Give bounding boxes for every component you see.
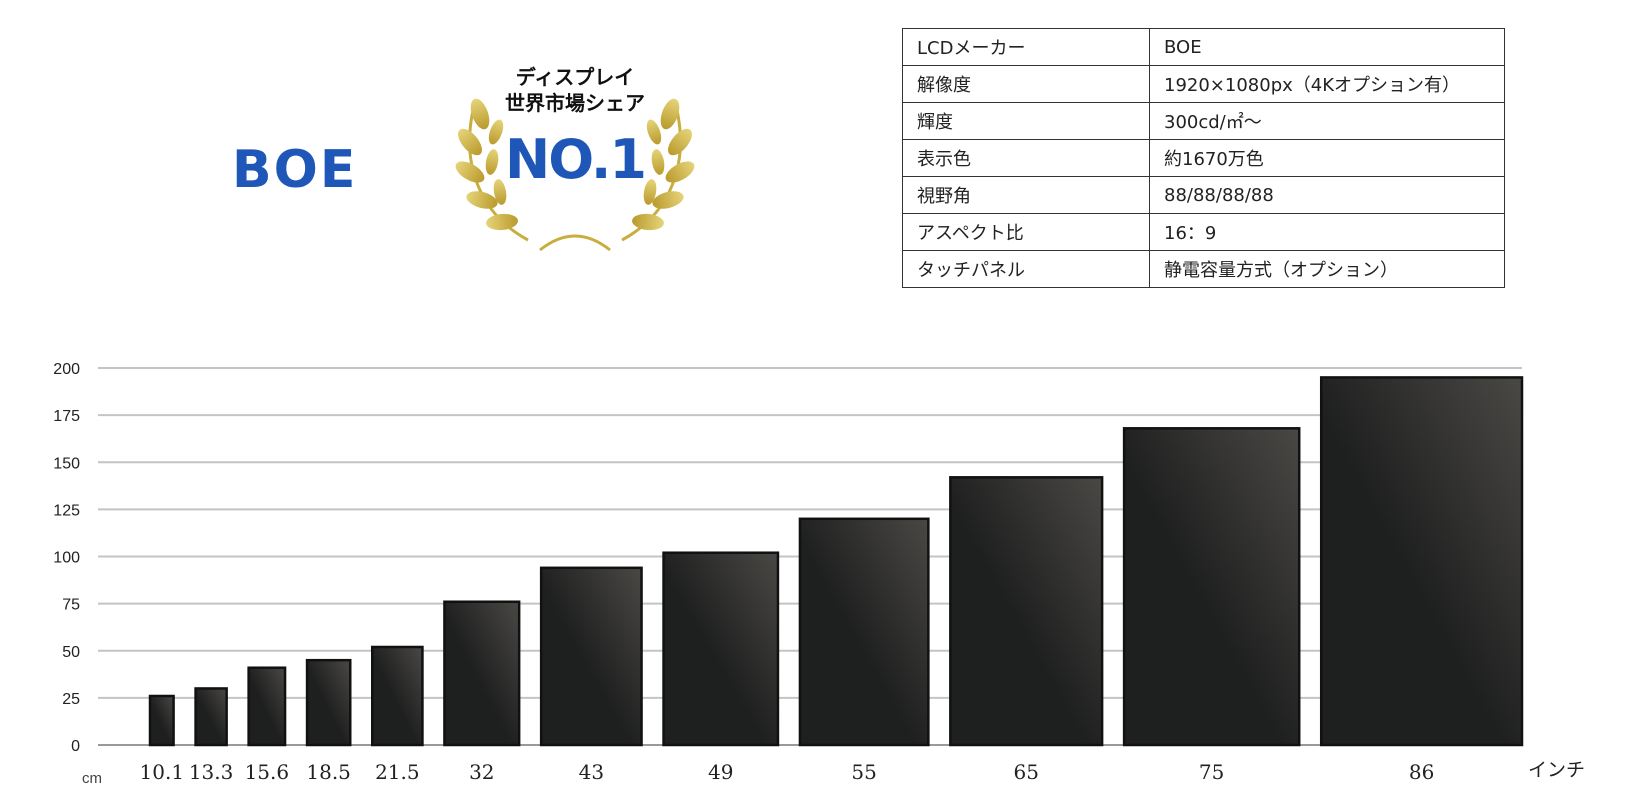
y-tick-label: 25 <box>62 691 80 708</box>
bar <box>1319 376 1524 747</box>
x-axis-unit-label: インチ <box>1528 759 1585 781</box>
boe-logo: BOE <box>232 140 358 200</box>
table-row: LCDメーカー BOE <box>902 28 1505 66</box>
badge-line2: 世界市場シェア <box>505 91 645 115</box>
spec-value: 16：9 <box>1149 213 1505 251</box>
x-tick-label: 32 <box>469 760 494 784</box>
spec-key: 視野角 <box>902 176 1150 214</box>
spec-value: 静電容量方式（オプション） <box>1149 250 1505 288</box>
x-tick-label: 75 <box>1199 760 1224 784</box>
x-tick-label: 65 <box>1014 760 1039 784</box>
spec-value: 300cd/㎡～ <box>1149 102 1505 140</box>
spec-value: 88/88/88/88 <box>1149 176 1505 214</box>
bar <box>662 551 780 747</box>
x-tick-label: 10.1 <box>140 760 185 784</box>
bar-chart: 0 25 50 75 100 125 150 175 200 10.1 13.3 15.6 18.5 21… <box>53 361 1585 787</box>
laurel-wreath-icon <box>455 98 695 252</box>
y-tick-label: 50 <box>62 644 80 661</box>
bar <box>148 694 175 747</box>
x-tick-label: 55 <box>851 760 876 784</box>
badge-line1: ディスプレイ <box>516 65 635 89</box>
bar <box>194 687 228 747</box>
spec-value: 1920×1080px（4Kオプション有） <box>1149 65 1505 103</box>
bar <box>1122 427 1301 747</box>
bar <box>949 476 1104 747</box>
spec-value: 約1670万色 <box>1149 139 1505 177</box>
spec-key: 表示色 <box>902 139 1150 177</box>
table-row: 視野角 88/88/88/88 <box>902 176 1505 214</box>
y-axis-unit-label: cm <box>82 770 102 787</box>
spec-key: 解像度 <box>902 65 1150 103</box>
badge-rank: NO.1 <box>505 128 645 191</box>
x-tick-label: 13.3 <box>189 760 234 784</box>
bar <box>798 517 930 747</box>
y-tick-label: 175 <box>53 408 80 425</box>
bar <box>539 566 643 747</box>
table-row: 解像度 1920×1080px（4Kオプション有） <box>902 65 1505 103</box>
y-tick-label: 0 <box>71 738 80 755</box>
x-tick-label: 21.5 <box>375 760 420 784</box>
y-tick-label: 100 <box>53 550 80 567</box>
bar <box>370 645 424 747</box>
spec-table: LCDメーカー BOE 解像度 1920×1080px（4Kオプション有） 輝度… <box>902 28 1505 288</box>
x-tick-label: 43 <box>579 760 604 784</box>
y-tick-label: 150 <box>53 455 80 472</box>
screen-size-chart: 0 25 50 75 100 125 150 175 200 10.1 13.3 15.6 18.5 21… <box>0 330 1625 807</box>
market-share-badge: ディスプレイ 世界市場シェア NO.1 <box>455 65 695 252</box>
spec-key: LCDメーカー <box>902 28 1150 66</box>
spec-key: タッチパネル <box>902 250 1150 288</box>
bar <box>305 658 352 747</box>
table-row: 輝度 300cd/㎡～ <box>902 102 1505 140</box>
spec-key: アスペクト比 <box>902 213 1150 251</box>
x-tick-label: 15.6 <box>245 760 290 784</box>
y-tick-label: 75 <box>62 597 80 614</box>
table-row: 表示色 約1670万色 <box>902 139 1505 177</box>
x-tick-label: 18.5 <box>306 760 351 784</box>
table-row: タッチパネル 静電容量方式（オプション） <box>902 250 1505 288</box>
y-tick-label: 200 <box>53 361 80 378</box>
spec-value: BOE <box>1149 28 1505 66</box>
bar <box>443 600 521 747</box>
y-tick-label: 125 <box>53 502 80 519</box>
x-tick-label: 86 <box>1409 760 1434 784</box>
table-row: アスペクト比 16：9 <box>902 213 1505 251</box>
x-tick-label: 49 <box>708 760 733 784</box>
bar <box>247 666 287 747</box>
spec-key: 輝度 <box>902 102 1150 140</box>
